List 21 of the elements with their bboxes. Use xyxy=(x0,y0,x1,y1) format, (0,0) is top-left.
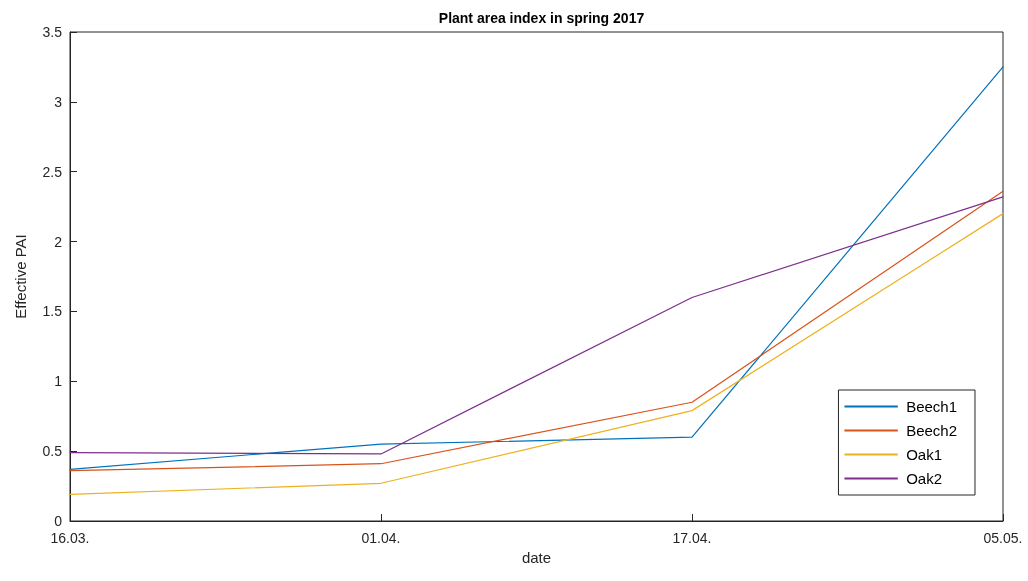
y-tick-label: 0.5 xyxy=(42,443,63,460)
line-series xyxy=(69,213,1004,496)
legend-label: Beech2 xyxy=(906,422,957,439)
legend-label: Oak2 xyxy=(906,470,942,487)
y-tick-label: 3 xyxy=(54,93,63,110)
y-tick-label: 0 xyxy=(54,513,63,529)
x-tick-label: 01.04. xyxy=(361,530,401,546)
x-tick-label: 05.05. xyxy=(983,530,1023,546)
legend-label: Beech1 xyxy=(906,398,957,415)
chart-title: Plant area index in spring 2017 xyxy=(438,10,645,26)
x-tick-label: 16.03. xyxy=(50,530,90,546)
legend-label: Oak1 xyxy=(906,446,942,463)
x-tick-label: 17.04. xyxy=(672,530,712,546)
y-tick-label: 2 xyxy=(54,233,63,250)
y-tick-label: 1.5 xyxy=(42,303,63,320)
y-axis-title: Effective PAI xyxy=(12,234,29,319)
y-tick-label: 1 xyxy=(54,373,63,390)
line-series xyxy=(69,66,1004,470)
y-tick-label: 3.5 xyxy=(42,24,63,40)
y-tick-label: 2.5 xyxy=(42,163,63,180)
x-axis-title: date xyxy=(521,548,552,566)
